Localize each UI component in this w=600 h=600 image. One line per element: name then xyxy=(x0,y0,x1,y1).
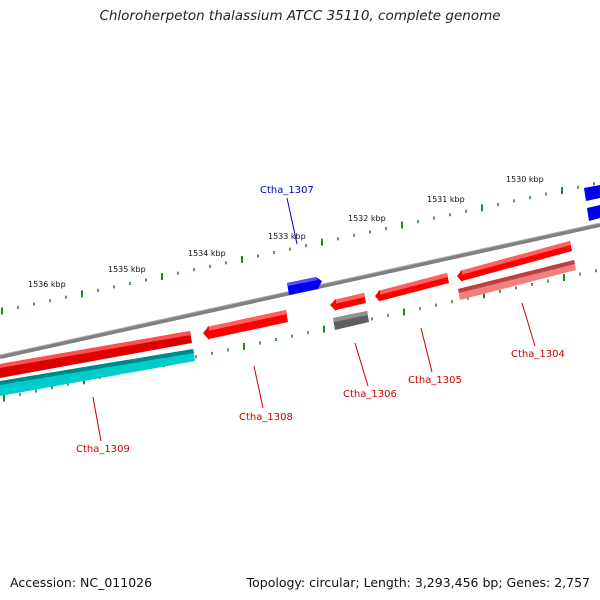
scale-label-1536: 1536 kbp xyxy=(28,280,66,289)
cog-bar-ctha-1306 xyxy=(333,311,369,330)
accession-text: Accession: NC_011026 xyxy=(10,575,153,590)
scale-label-1535: 1535 kbp xyxy=(108,265,146,274)
gene-offscreen-blue-1[interactable] xyxy=(584,185,600,201)
scale-label-1531: 1531 kbp xyxy=(427,195,465,204)
gene-label-ctha-1308[interactable]: Ctha_1308 xyxy=(239,412,293,423)
leader-ctha-1306 xyxy=(354,342,369,387)
gene-label-ctha-1309[interactable]: Ctha_1309 xyxy=(76,444,130,455)
leader-ctha-1308 xyxy=(253,365,264,409)
gene-label-ctha-1306[interactable]: Ctha_1306 xyxy=(343,389,397,400)
gene-ctha-1308[interactable] xyxy=(203,310,288,340)
gene-ctha-1306[interactable] xyxy=(330,293,366,311)
gene-ctha-1307[interactable] xyxy=(287,277,322,295)
gene-label-ctha-1305[interactable]: Ctha_1305 xyxy=(408,375,462,386)
gene-ctha-1309[interactable] xyxy=(0,331,192,378)
cog-bar-ctha-1304 xyxy=(458,260,576,300)
leader-ctha-1307 xyxy=(286,197,298,245)
scale-label-1530: 1530 kbp xyxy=(506,175,544,184)
leader-ctha-1305 xyxy=(420,327,433,373)
genome-summary-text: Topology: circular; Length: 3,293,456 bp… xyxy=(246,575,590,590)
outer-scale-ticks xyxy=(1,182,595,315)
leader-ctha-1309 xyxy=(92,396,102,442)
scale-label-1532: 1532 kbp xyxy=(348,214,386,223)
scale-label-1534: 1534 kbp xyxy=(188,249,226,258)
map-title: Chloroherpeton thalassium ATCC 35110, co… xyxy=(99,8,501,24)
gene-ctha-1304[interactable] xyxy=(457,241,572,282)
gene-label-ctha-1307[interactable]: Ctha_1307 xyxy=(260,185,314,196)
gene-label-ctha-1304[interactable]: Ctha_1304 xyxy=(511,349,565,360)
cog-bar-ctha-1309 xyxy=(0,349,195,396)
scale-label-1533: 1533 kbp xyxy=(268,232,306,241)
gene-ctha-1305[interactable] xyxy=(375,273,449,302)
gene-offscreen-blue-2[interactable] xyxy=(587,205,600,221)
leader-ctha-1304 xyxy=(521,302,536,347)
